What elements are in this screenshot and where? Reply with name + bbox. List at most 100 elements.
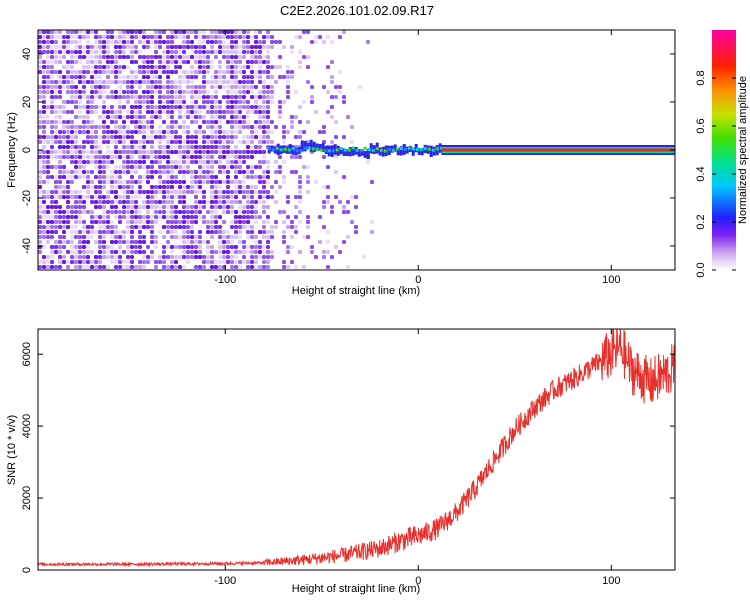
spectrogram-cell <box>110 150 114 154</box>
spectrogram-cell <box>198 210 202 214</box>
spectrogram-cell <box>98 95 102 99</box>
spectrogram-cell <box>38 90 42 94</box>
spectrogram-cell <box>210 170 214 174</box>
spectrogram-cell <box>178 125 182 129</box>
spectrogram-cell <box>234 210 238 214</box>
spectrogram-cell <box>126 185 130 189</box>
spectrogram-cell <box>114 110 118 114</box>
spectrogram-cell <box>70 140 74 144</box>
spectrogram-cell <box>174 95 178 99</box>
spectrogram-cell <box>234 40 238 44</box>
spectrogram-cell <box>110 40 114 44</box>
spectrogram-cell <box>130 165 134 169</box>
spectrogram-cell <box>134 105 138 109</box>
spectrogram-cell <box>134 195 138 199</box>
spectrogram-cell <box>50 120 54 124</box>
spectrogram-cell <box>46 210 50 214</box>
spectrogram-cell <box>218 100 222 104</box>
spectrogram-cell <box>42 140 46 144</box>
spectrogram-cell <box>38 240 42 244</box>
spectrogram-cell <box>122 80 126 84</box>
spectrogram-cell <box>54 165 58 169</box>
spectrogram-cell <box>130 90 134 94</box>
spectrogram-cell <box>154 200 158 204</box>
spectrogram-cell <box>230 60 234 64</box>
y-tick-label: 20 <box>21 96 33 108</box>
spectrogram-cell <box>134 165 138 169</box>
spectrogram-cell <box>278 115 282 119</box>
spectrogram-cell <box>126 225 130 229</box>
spectrogram-cell <box>182 265 186 269</box>
spectrogram-cell <box>90 155 94 159</box>
spectrogram-cell <box>138 245 142 249</box>
spectrogram-cell <box>122 230 126 234</box>
spectrogram-cell <box>218 140 222 144</box>
spectrogram-cell <box>146 170 150 174</box>
spectrogram-cell <box>375 147 379 151</box>
spectrogram-cell <box>182 160 186 164</box>
spectrogram-cell <box>266 165 270 169</box>
spectrogram-cell <box>266 160 270 164</box>
spectrogram-cell <box>222 35 226 39</box>
spectrogram-cell <box>118 200 122 204</box>
spectrogram-cell <box>50 245 54 249</box>
spectrogram-cell <box>66 75 70 79</box>
spectrogram-cell <box>170 260 174 264</box>
spectrogram-cell <box>214 115 218 119</box>
spectrogram-cell <box>54 210 58 214</box>
spectrogram-cell <box>354 225 358 229</box>
spectrogram-cell <box>54 175 58 179</box>
spectrogram-cell <box>302 165 306 169</box>
spectrogram-cell <box>130 85 134 89</box>
spectrogram-cell <box>134 200 138 204</box>
spectrogram-cell <box>50 125 54 129</box>
spectrogram-cell <box>234 185 238 189</box>
spectrogram-cell <box>78 235 82 239</box>
spectrogram-cell <box>206 70 210 74</box>
spectrogram-cell <box>86 60 90 64</box>
spectrogram-cell <box>58 180 62 184</box>
spectrogram-cell <box>262 255 266 259</box>
spectrogram-cell <box>106 140 110 144</box>
spectrogram-cell <box>106 160 110 164</box>
spectrogram-cell <box>138 190 142 194</box>
spectrogram-cell <box>122 120 126 124</box>
spectrogram-cell <box>158 100 162 104</box>
spectrogram-cell <box>210 45 214 49</box>
spectrogram-cell <box>74 170 78 174</box>
spectrogram-cell <box>170 45 174 49</box>
spectrogram-cell <box>246 40 250 44</box>
spectrogram-cell <box>82 65 86 69</box>
spectrogram-cell <box>347 148 351 152</box>
spectrogram-cell <box>126 100 130 104</box>
spectrogram-cell <box>42 125 46 129</box>
spectrogram-cell <box>170 150 174 154</box>
spectrogram-cell <box>202 265 206 269</box>
spectrogram-cell <box>130 210 134 214</box>
spectrogram-cell <box>66 210 70 214</box>
spectrogram-cell <box>234 180 238 184</box>
spectrogram-cell <box>150 85 154 89</box>
spectrogram-cell <box>182 220 186 224</box>
spectrogram-cell <box>158 60 162 64</box>
spectrogram-cell <box>258 40 262 44</box>
spectrogram-cell <box>154 170 158 174</box>
spectrogram-cell <box>58 155 62 159</box>
spectrogram-cell <box>54 45 58 49</box>
spectrogram-cell <box>190 115 194 119</box>
spectrogram-cell <box>262 90 266 94</box>
spectrogram-cell <box>405 146 409 154</box>
spectrogram-cell <box>90 70 94 74</box>
spectrogram-cell <box>254 185 258 189</box>
spectrogram-cell <box>162 235 166 239</box>
spectrogram-cell <box>270 140 274 144</box>
spectrogram-cell <box>42 230 46 234</box>
spectrogram-cell <box>174 125 178 129</box>
spectrogram-cell <box>102 115 106 119</box>
spectrogram-cell <box>190 30 194 34</box>
spectrogram-cell <box>238 260 242 264</box>
spectrogram-cell <box>170 195 174 199</box>
spectrogram-cell <box>58 30 62 34</box>
spectrogram-cell <box>250 105 254 109</box>
spectrogram-cell <box>222 140 226 144</box>
